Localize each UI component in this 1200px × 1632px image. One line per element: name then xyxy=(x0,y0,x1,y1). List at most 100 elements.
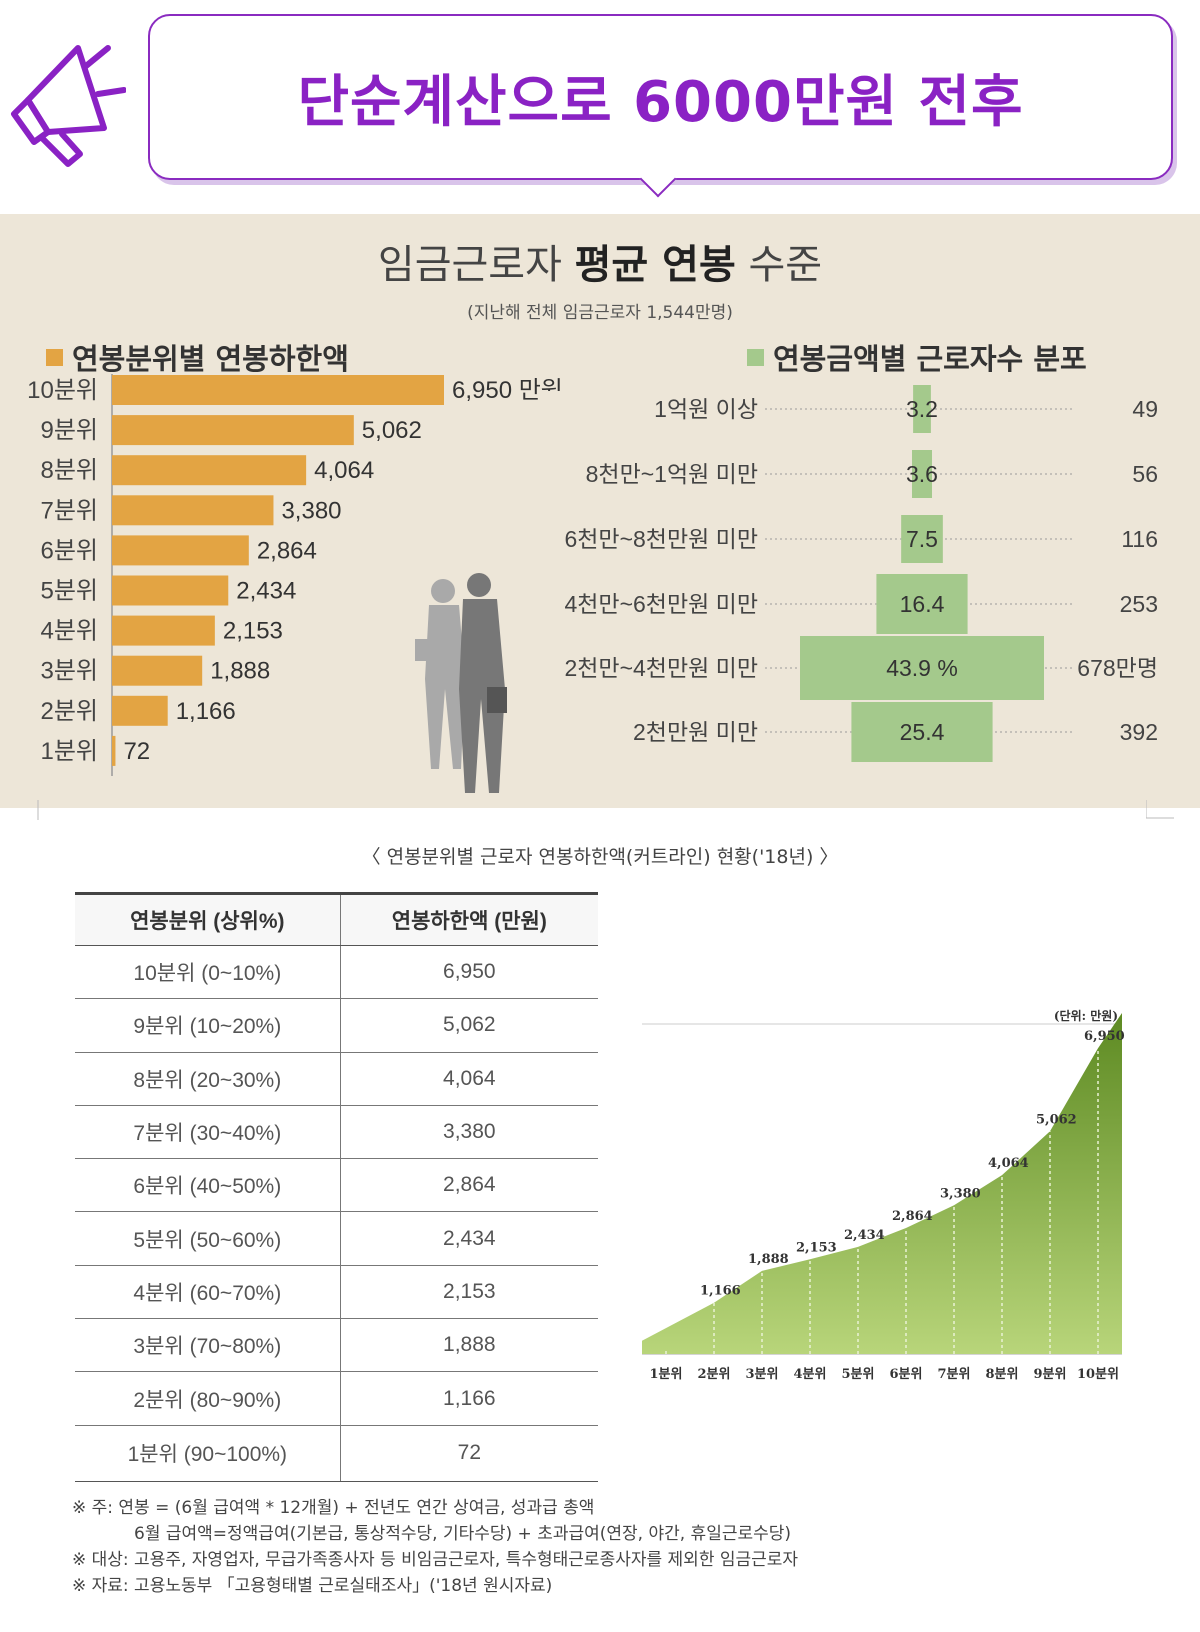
bar xyxy=(112,535,249,566)
category-label: 8분위 xyxy=(40,457,98,484)
point-value-label: 2,864 xyxy=(892,1209,933,1224)
unit-label: (단위: 만원) xyxy=(1054,1008,1118,1023)
decile-cell: 7분위 (30~40%) xyxy=(75,1104,341,1159)
decile-cell: 8분위 (20~30%) xyxy=(75,1051,341,1106)
table-header-row: 연봉분위 (상위%) 연봉하한액 (만원) xyxy=(75,892,598,946)
headline-bubble: 단순계산으로 6000만원 전후 xyxy=(148,14,1173,180)
note-line: ※ 대상: 고용주, 자영업자, 무급가족종사자 등 비임금근로자, 특수형태근… xyxy=(72,1550,799,1570)
range-label: 6천만~8천만원 미만 xyxy=(564,526,758,552)
table-row: 4분위 (60~70%) 2,153 xyxy=(75,1264,598,1319)
category-label: 1분위 xyxy=(40,738,98,765)
table-caption: 〈 연봉분위별 근로자 연봉하한액(커트라인) 현황('18년) 〉 xyxy=(361,846,839,868)
x-tick-label: 9분위 xyxy=(1034,1367,1067,1382)
category-label: 9분위 xyxy=(40,417,98,444)
pyramid-bar xyxy=(800,636,1044,700)
note-line: 6월 급여액=정액급여(기본급, 통상적수당, 기타수당) + 초과급여(연장,… xyxy=(134,1524,792,1544)
decile-cell: 1분위 (90~100%) xyxy=(75,1424,341,1482)
bar-value-label: 2,434 xyxy=(236,578,296,605)
pyramid-bar xyxy=(901,515,943,563)
percent-label: 3.2 xyxy=(906,396,938,422)
decile-cell: 10분위 (0~10%) xyxy=(75,944,341,999)
range-label: 4천만~6천만원 미만 xyxy=(564,591,758,617)
column-header: 연봉분위 (상위%) xyxy=(75,892,341,946)
table-row: 1분위 (90~100%) 72 xyxy=(75,1424,598,1482)
bar xyxy=(112,495,274,526)
x-tick-label: 2분위 xyxy=(698,1367,731,1382)
category-label: 6분위 xyxy=(40,537,98,564)
count-backing xyxy=(1072,714,1164,748)
x-tick-label: 8분위 xyxy=(986,1367,1019,1382)
bar-value-label: 2,864 xyxy=(257,537,317,564)
pyramid-legend-square xyxy=(747,348,764,366)
table-row: 7분위 (30~40%) 3,380 xyxy=(75,1104,598,1159)
salary-infographic: 임금근로자 평균 연봉 수준 (지난해 전체 임금근로자 1,544만명) 연봉… xyxy=(0,214,1200,808)
count-backing xyxy=(1072,650,1164,684)
bar-value-label: 2,153 xyxy=(223,618,283,645)
decile-cell: 6분위 (40~50%) xyxy=(75,1158,341,1212)
table-row: 3분위 (70~80%) 1,888 xyxy=(75,1318,598,1372)
bar-value-label: 4,064 xyxy=(314,457,374,484)
x-tick-label: 3분위 xyxy=(746,1367,779,1382)
note-line: ※ 자료: 고용노동부 「고용형태별 근로실태조사」('18년 원시자료) xyxy=(72,1576,553,1596)
percent-label: 3.6 xyxy=(906,461,938,487)
bar-value-label: 3,380 xyxy=(281,497,341,524)
bar-value-label: 1,166 xyxy=(176,698,236,725)
category-label: 7분위 xyxy=(40,497,98,524)
percent-label: 7.5 xyxy=(906,526,938,552)
category-label: 2분위 xyxy=(40,698,98,725)
bar xyxy=(112,655,203,686)
salary-cell: 1,888 xyxy=(339,1318,598,1372)
x-tick-label: 6분위 xyxy=(890,1367,923,1382)
title-bold: 평균 연봉 xyxy=(574,242,736,288)
point-value-label: 2,153 xyxy=(796,1240,837,1255)
x-tick-label: 5분위 xyxy=(842,1367,875,1382)
title-prefix: 임금근로자 xyxy=(377,242,575,288)
right-heading-label: 연봉금액별 근로자수 분포 xyxy=(773,342,1087,376)
salary-cell: 5,062 xyxy=(339,998,598,1053)
left-heading: 연봉분위별 연봉하한액 xyxy=(46,336,349,378)
point-value-label: 5,062 xyxy=(1036,1112,1077,1127)
count-label: 116 xyxy=(1121,526,1158,552)
category-backing xyxy=(540,521,762,555)
count-label: 49 xyxy=(1132,396,1158,422)
count-backing xyxy=(1072,456,1164,490)
megaphone-icon xyxy=(11,45,126,167)
count-label: 253 xyxy=(1120,591,1158,617)
decile-cell: 2분위 (80~90%) xyxy=(75,1371,341,1426)
office-workers-illustration xyxy=(415,573,507,793)
percent-label: 43.9 % xyxy=(886,655,958,681)
bar-value-label: 72 xyxy=(123,738,150,765)
salary-cell: 6,950 xyxy=(339,944,598,999)
range-label: 2천만~4천만원 미만 xyxy=(564,655,758,681)
point-value-label: 1,888 xyxy=(748,1252,789,1267)
count-label: 678만명 xyxy=(1077,655,1158,681)
table-row: 8분위 (20~30%) 4,064 xyxy=(75,1051,598,1106)
bar xyxy=(112,615,215,646)
salary-cell: 2,434 xyxy=(339,1211,598,1266)
category-backing xyxy=(540,650,762,684)
infographic-subtitle: (지난해 전체 임금근로자 1,544만명) xyxy=(467,303,733,323)
table-row: 10분위 (0~10%) 6,950 xyxy=(75,944,598,999)
point-value-label: 1,166 xyxy=(700,1284,741,1299)
category-label: 5분위 xyxy=(40,578,98,605)
pyramid-bar xyxy=(911,450,933,498)
bar-value-label: 1,888 xyxy=(210,658,270,685)
pyramid-bar xyxy=(913,385,931,433)
salary-cell: 2,864 xyxy=(339,1158,598,1212)
x-tick-label: 4분위 xyxy=(794,1367,827,1382)
decile-cell: 3분위 (70~80%) xyxy=(75,1318,341,1372)
percent-label: 25.4 xyxy=(900,719,945,745)
decile-cell: 5분위 (50~60%) xyxy=(75,1211,341,1266)
range-label: 8천만~1억원 미만 xyxy=(586,461,758,487)
salary-cell: 72 xyxy=(339,1424,598,1482)
category-backing xyxy=(540,714,762,748)
note-line: ※ 주: 연봉 = (6월 급여액 * 12개월) + 전년도 연간 상여금, … xyxy=(72,1498,595,1518)
range-label: 1억원 이상 xyxy=(654,396,758,422)
decile-cell: 9분위 (10~20%) xyxy=(75,998,341,1053)
footnotes: ※ 주: 연봉 = (6월 급여액 * 12개월) + 전년도 연간 상여금, … xyxy=(72,1495,798,1599)
bar xyxy=(112,415,354,446)
salary-cell: 2,153 xyxy=(339,1264,598,1319)
corner-mark-left xyxy=(37,800,39,820)
count-backing xyxy=(1072,391,1164,425)
category-label: 4분위 xyxy=(40,618,98,645)
